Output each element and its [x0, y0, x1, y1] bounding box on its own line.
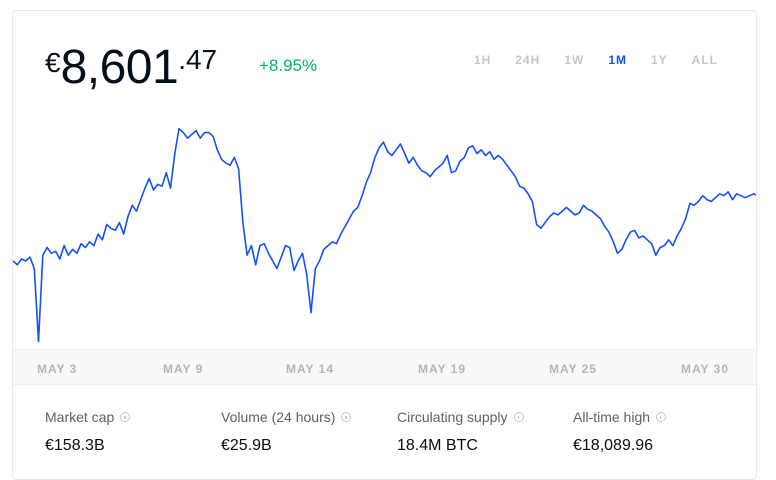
time-range-selector: 1H 24H 1W 1M 1Y ALL: [462, 53, 730, 67]
price-decimal: .47: [178, 44, 218, 75]
stat-label: Market cap: [45, 409, 115, 425]
price-change: +8.95%: [259, 56, 318, 75]
stat-value: €18,089.96: [573, 437, 654, 454]
stat-market-cap: Market cap €158.3B: [45, 409, 131, 455]
info-icon[interactable]: [341, 412, 352, 422]
x-tick-label: MAY 14: [286, 362, 335, 376]
info-icon[interactable]: [513, 412, 524, 422]
stat-value: €25.9B: [221, 437, 272, 454]
x-tick-label: MAY 3: [37, 362, 78, 376]
price-chart[interactable]: [13, 121, 757, 351]
price-line: [13, 127, 756, 343]
x-tick-label: MAY 25: [549, 362, 598, 376]
range-1m[interactable]: 1M: [608, 53, 627, 67]
price-currency: €: [45, 47, 61, 78]
range-1y[interactable]: 1Y: [650, 53, 668, 67]
range-1h[interactable]: 1H: [473, 53, 492, 67]
range-1w[interactable]: 1W: [564, 53, 585, 67]
stat-label: All-time high: [573, 409, 651, 425]
x-axis: MAY 3 MAY 9 MAY 14 MAY 19 MAY 25 MAY 30: [13, 349, 756, 385]
stat-value: €158.3B: [45, 437, 105, 454]
stat-circulating-supply: Circulating supply 18.4M BTC: [397, 409, 524, 455]
price-whole: 8,601: [60, 41, 179, 94]
stat-label: Volume (24 hours): [221, 409, 336, 425]
range-24h[interactable]: 24H: [515, 53, 541, 67]
stat-label: Circulating supply: [397, 409, 508, 425]
x-tick-label: MAY 30: [681, 362, 730, 376]
x-tick-label: MAY 9: [163, 362, 204, 376]
info-icon[interactable]: [120, 412, 131, 422]
info-icon[interactable]: [656, 412, 667, 422]
current-price: € 8,601 .47: [45, 41, 217, 95]
stat-value: 18.4M BTC: [397, 437, 478, 454]
x-tick-label: MAY 19: [418, 362, 467, 376]
price-card: € 8,601 .47 +8.95% 1H 24H 1W 1M 1Y ALL M…: [12, 10, 757, 480]
stat-all-time-high: All-time high €18,089.96: [573, 409, 667, 455]
range-all[interactable]: ALL: [691, 53, 718, 67]
stat-volume: Volume (24 hours) €25.9B: [221, 409, 352, 455]
